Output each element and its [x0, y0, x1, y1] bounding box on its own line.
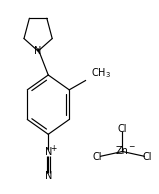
Text: Zn: Zn: [116, 146, 129, 157]
Text: N: N: [45, 147, 52, 158]
Text: N: N: [34, 46, 42, 56]
Text: Cl: Cl: [143, 152, 152, 162]
Text: −: −: [128, 142, 134, 151]
Text: Cl: Cl: [118, 124, 127, 133]
Text: N: N: [45, 171, 52, 181]
Text: CH$_3$: CH$_3$: [91, 66, 111, 80]
Text: +: +: [50, 144, 56, 153]
Text: Cl: Cl: [93, 152, 102, 162]
